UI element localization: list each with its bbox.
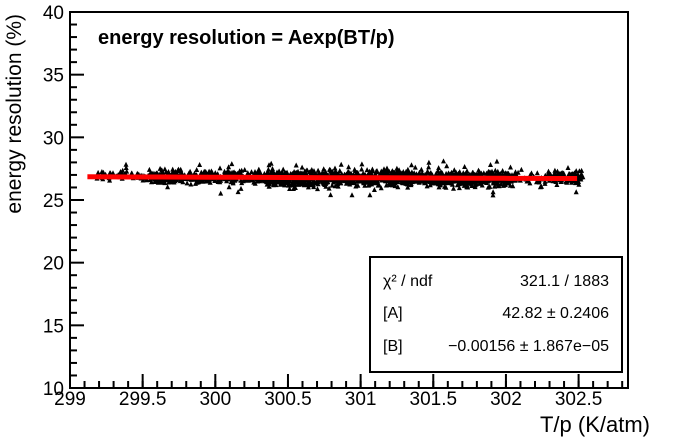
y-tick-label: 25 (43, 191, 64, 212)
y-axis-title: energy resolution (%) (3, 14, 26, 214)
x-tick-label: 301 (345, 389, 377, 410)
fit-line (87, 174, 578, 181)
x-tick-label: 302 (490, 389, 522, 410)
y-tick-label: 40 (43, 3, 64, 24)
stats-label-A: [A] (383, 305, 403, 323)
stats-row-B: [B] −0.00156 ± 1.867e−05 (383, 338, 609, 356)
x-tick-label: 302.5 (555, 389, 603, 410)
stats-value-A: 42.82 ± 0.2406 (502, 305, 609, 323)
y-tick-label: 30 (43, 128, 64, 149)
y-tick-label: 10 (43, 379, 64, 400)
x-tick-label: 299.5 (119, 389, 167, 410)
x-tick-label: 299 (54, 389, 86, 410)
y-tick-label: 20 (43, 254, 64, 275)
stats-value-chi2: 321.1 / 1883 (520, 273, 609, 291)
stats-value-B: −0.00156 ± 1.867e−05 (448, 337, 609, 355)
y-tick-label: 35 (43, 66, 64, 87)
stats-row-A: [A] 42.82 ± 0.2406 (383, 305, 609, 323)
x-tick-label: 300 (199, 389, 231, 410)
x-tick-label: 301.5 (410, 389, 458, 410)
x-tick-label: 300.5 (264, 389, 312, 410)
y-tick-label: 15 (43, 316, 64, 337)
stats-label-B: [B] (383, 337, 403, 355)
stats-label-chi2: χ² / ndf (383, 273, 433, 291)
x-axis-title: T/p (K/atm) (539, 412, 650, 437)
fit-stats-box: χ² / ndf 321.1 / 1883 [A] 42.82 ± 0.2406… (369, 256, 623, 373)
stats-row-chi2: χ² / ndf 321.1 / 1883 (383, 273, 609, 291)
plot-title: energy resolution = Aexp(BT/p) (98, 27, 395, 49)
